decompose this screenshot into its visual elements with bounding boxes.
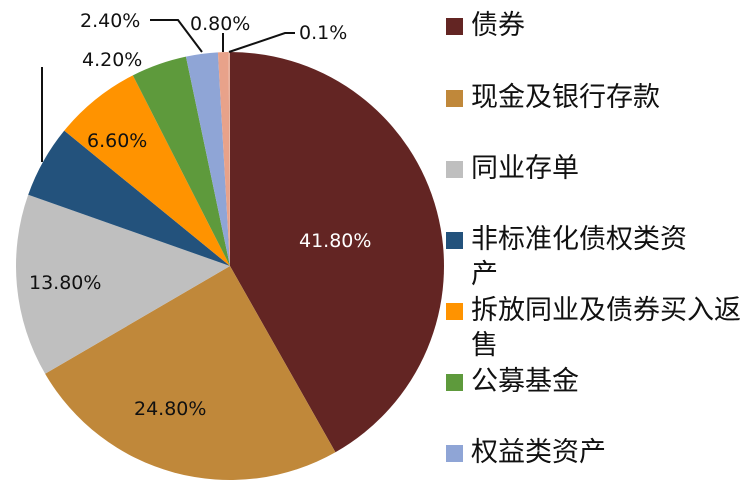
legend-label: 权益类资产 [471,437,606,468]
leader-lines [41,19,295,162]
legend-label: 同业存单 [471,153,579,184]
slice-label-equity: 2.40% [80,10,141,32]
slice-label-fund: 4.20% [82,49,143,71]
legend-swatch [446,445,463,462]
pie-slice [217,52,230,266]
legend-item: 权益类资产 [446,435,746,470]
legend-label: 公募基金 [471,366,579,397]
pie-slice [132,56,230,267]
legend-swatch [446,374,463,391]
legend-item: 同业存单 [446,151,746,186]
pie-slice [16,194,231,374]
slice-label-bonds: 41.80% [299,230,372,252]
legend-swatch [446,232,463,249]
legend-label: 拆放同业及债券买入返售 [471,295,741,361]
legend-swatch [446,303,463,320]
legend-item: 现金及银行存款 [446,80,746,115]
slice-label-cds: 13.80% [29,272,102,294]
legend-label: 现金及银行存款 [471,82,660,113]
pie-slice [185,52,230,266]
pie-slice [64,75,230,266]
pie-slice [228,52,230,266]
leader-line-equity [150,19,203,53]
pie-slice [45,266,336,480]
legend-swatch [446,18,463,35]
legend-swatch [446,161,463,178]
slice-label-repo: 6.60% [87,130,148,152]
legend-swatch [446,90,463,107]
legend-item: 债券 [446,8,746,43]
pie-slice [28,130,230,266]
slice-label-cash: 24.80% [134,398,207,420]
slice-label-small2: 0.1% [299,22,348,44]
leader-line-small2 [228,32,295,53]
legend-item: 非标准化债权类资产 [446,222,711,292]
legend-item: 拆放同业及债券买入返售 [446,293,749,363]
legend-label: 债券 [471,10,525,41]
legend-item: 公募基金 [446,364,746,399]
legend-label: 非标准化债权类资产 [471,224,687,290]
pie-slice [230,52,445,453]
slice-label-small1: 0.80% [190,13,251,35]
